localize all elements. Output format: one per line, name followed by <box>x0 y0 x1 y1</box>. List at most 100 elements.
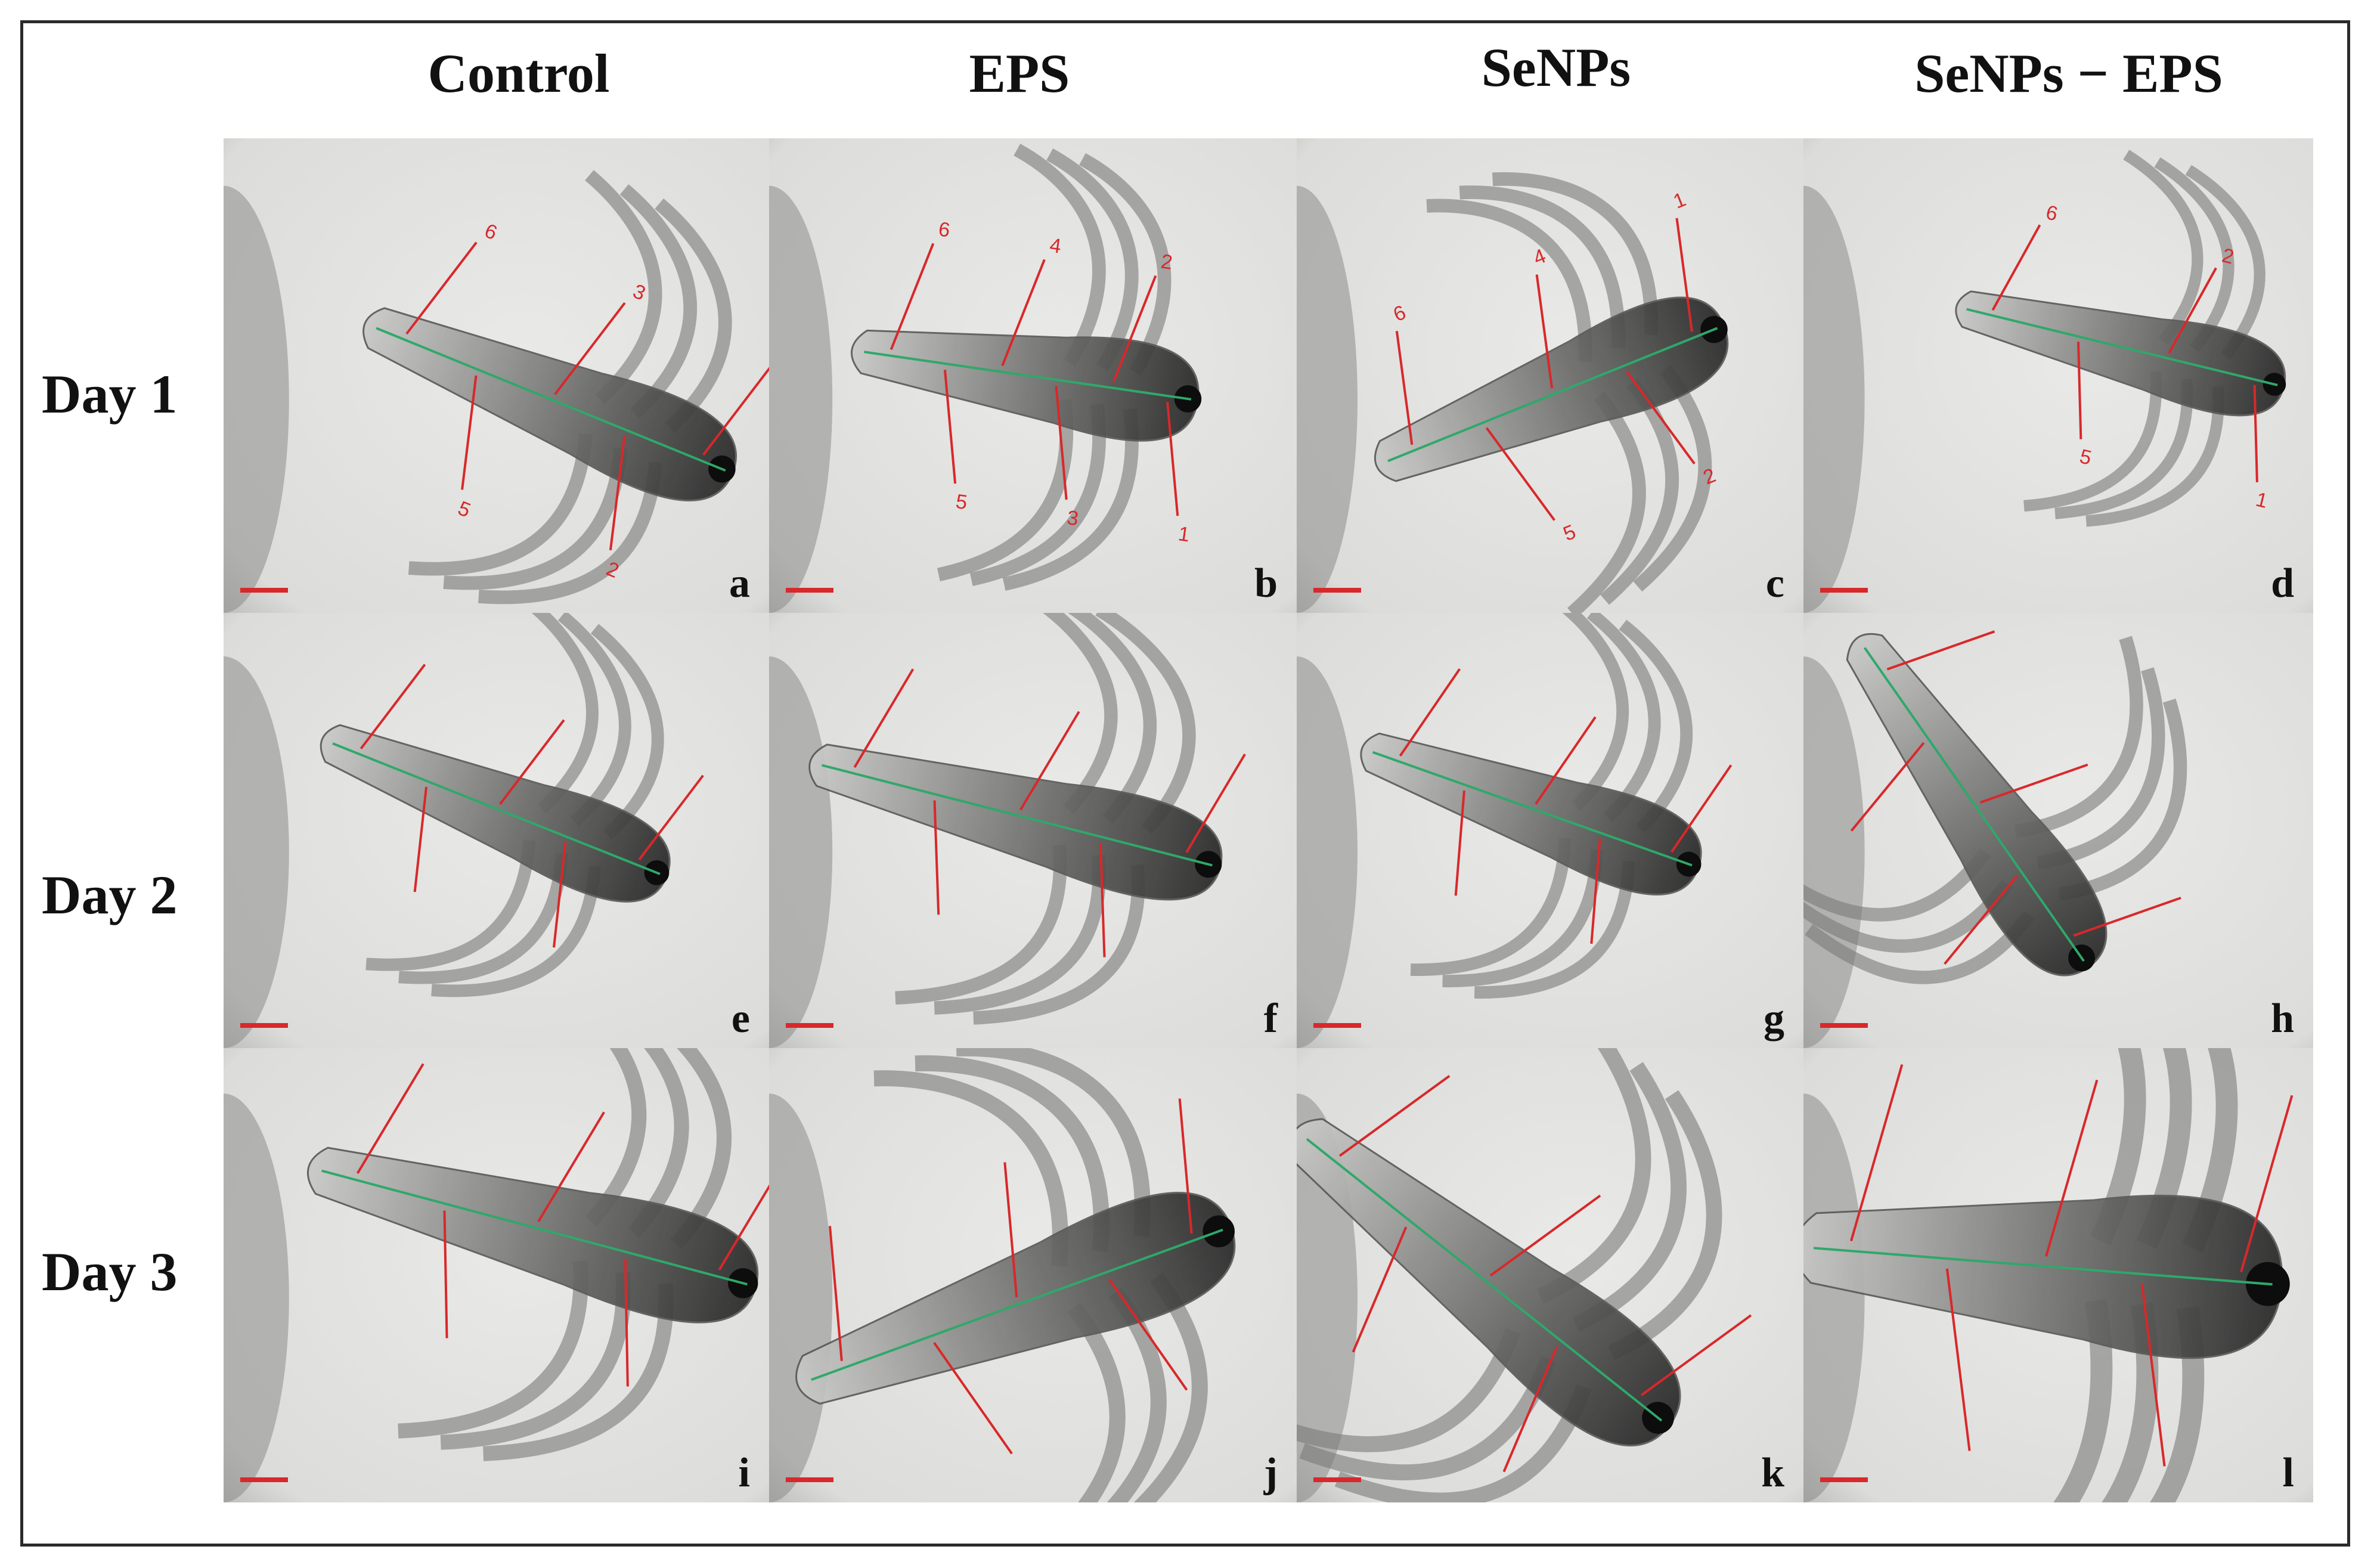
panel-label: l <box>2282 1450 2294 1496</box>
antenna-lower <box>1633 365 1712 592</box>
measurement-line <box>1590 838 1601 944</box>
micrograph-image <box>1803 613 2313 1048</box>
column-header-control: Control <box>427 43 610 104</box>
body-length-axis <box>321 1169 748 1286</box>
panel-label: i <box>738 1450 750 1496</box>
body-length-axis <box>811 1228 1223 1381</box>
antenna-upper <box>1056 613 1157 825</box>
organism-body <box>1374 296 1729 482</box>
body-length-axis <box>1372 751 1693 867</box>
micrograph-image <box>224 613 769 1048</box>
vignette-shadow <box>224 185 289 613</box>
micrograph-panel-f: f <box>769 613 1297 1048</box>
antenna-upper <box>2014 636 2143 838</box>
measurement-line <box>828 1226 843 1361</box>
organism-body <box>808 743 1223 901</box>
panel-label: b <box>1254 560 1278 606</box>
measurement-line <box>537 1111 605 1222</box>
brine-shrimp-nauplius <box>1803 1048 2294 1502</box>
measurement-line <box>1339 1074 1451 1157</box>
micrograph-panel-e: e <box>224 613 769 1048</box>
antenna-upper <box>956 1048 1151 1237</box>
measurement-line <box>1001 259 1046 367</box>
antenna-lower <box>2022 1306 2205 1502</box>
antenna-lower <box>1474 860 1635 999</box>
body-length-axis <box>822 764 1213 867</box>
antenna-lower <box>1803 879 2013 953</box>
vignette-shadow <box>1803 185 1865 613</box>
measurement-line <box>2240 1095 2294 1272</box>
micrograph-panel-a: 65321a <box>224 138 769 613</box>
antenna-lower <box>440 1272 631 1450</box>
antenna-upper <box>1079 153 1171 376</box>
measurement-line <box>1055 386 1068 500</box>
antenna-lower <box>1567 391 1646 613</box>
measurement-line <box>1944 875 2018 965</box>
brine-shrimp-nauplius: 65321 <box>362 170 769 605</box>
antenna-lower <box>1442 849 1603 987</box>
column-header-senps: SeNPs <box>1481 37 1631 98</box>
antenna-lower <box>1334 1384 1592 1502</box>
organism-body <box>1803 1194 2283 1359</box>
measurement-line <box>461 375 478 490</box>
antenna-upper <box>655 198 732 433</box>
antenna-lower <box>1600 378 1679 605</box>
measurement-line <box>1399 668 1461 757</box>
antenna-upper <box>585 170 662 405</box>
panel-label: c <box>1765 560 1784 606</box>
antenna-lower <box>1105 1272 1208 1502</box>
measurement-line <box>853 668 915 768</box>
antenna-lower <box>478 461 663 605</box>
antenna-lower <box>1002 408 1139 591</box>
panel-label: f <box>1263 996 1278 1042</box>
organism-body <box>1360 732 1702 895</box>
antenna-upper <box>1536 1048 1651 1304</box>
antenna-upper <box>2036 667 2165 870</box>
antenna-upper <box>1555 613 1629 811</box>
measurement-line <box>2168 267 2217 354</box>
body-length-axis <box>1813 1247 2273 1286</box>
measurement-line <box>1166 402 1179 516</box>
brine-shrimp-nauplius <box>1803 630 2187 984</box>
antenna-upper <box>1014 144 1106 367</box>
brine-shrimp-nauplius <box>808 613 1246 1025</box>
measurement-line <box>413 786 428 893</box>
antenna-lower <box>408 433 593 576</box>
measurement-line <box>1945 1268 1971 1451</box>
antenna-lower <box>365 839 536 971</box>
body-length-axis <box>1387 327 1718 463</box>
measurement-line <box>2073 897 2181 937</box>
panel-label: k <box>1761 1450 1784 1496</box>
antenna-upper <box>619 184 697 419</box>
measurement-line <box>1395 331 1414 445</box>
panel-label: g <box>1764 996 1784 1042</box>
measurement-line <box>359 664 426 749</box>
micrograph-panel-g: g <box>1297 613 1803 1048</box>
measurement-line <box>1489 1194 1601 1277</box>
measurement-line <box>890 243 935 351</box>
antenna-lower <box>398 853 569 984</box>
organism-body <box>1846 633 2108 977</box>
antenna-upper <box>525 613 599 814</box>
measurement-line <box>1178 1098 1193 1234</box>
brine-shrimp-nauplius <box>1360 613 1733 999</box>
antenna-upper <box>1619 619 1693 833</box>
antenna-upper <box>915 1055 1109 1253</box>
column-header-senps-eps: SeNPs − EPS <box>1914 43 2223 104</box>
antenna-upper <box>1426 199 1592 362</box>
antenna-upper <box>873 1070 1068 1268</box>
measurement-line <box>933 1342 1013 1455</box>
antenna-lower <box>2054 379 2193 519</box>
measurement-line <box>702 362 769 456</box>
brine-shrimp-nauplius <box>795 1048 1236 1502</box>
measurement-line <box>1352 1226 1408 1353</box>
antenna-upper <box>2006 1048 2146 1245</box>
antenna-upper <box>538 1048 647 1227</box>
measurement-line <box>933 800 940 915</box>
micrograph-image <box>1297 613 1803 1048</box>
